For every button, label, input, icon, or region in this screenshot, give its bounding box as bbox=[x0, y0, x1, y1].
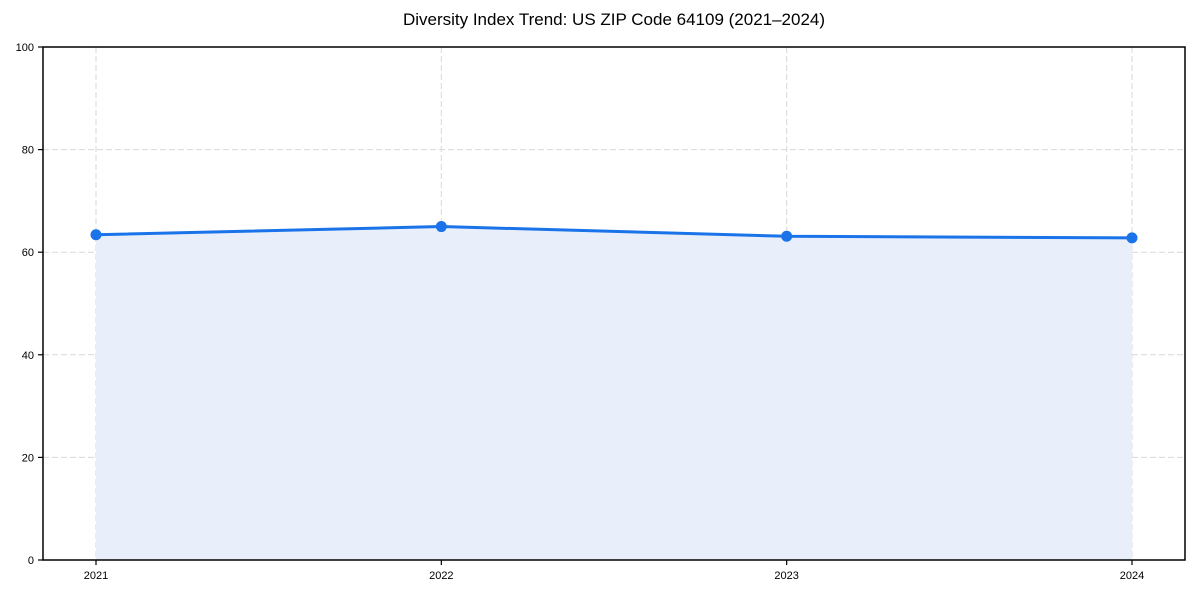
x-tick-label: 2022 bbox=[429, 570, 453, 582]
chart-title: Diversity Index Trend: US ZIP Code 64109… bbox=[402, 10, 826, 29]
plot-frame bbox=[42, 46, 1186, 561]
y-tick-label: 80 bbox=[22, 145, 34, 157]
x-tick-label: 2023 bbox=[774, 570, 798, 582]
y-tick-label: 100 bbox=[16, 42, 34, 54]
area-fill bbox=[96, 226, 1132, 561]
x-tick-label: 2021 bbox=[84, 570, 108, 582]
data-point-2023 bbox=[781, 230, 793, 242]
y-tick-label: 40 bbox=[22, 350, 34, 362]
data-point-2022 bbox=[435, 221, 447, 233]
x-tick-label: 2024 bbox=[1120, 570, 1144, 582]
y-tick-label: 20 bbox=[22, 452, 34, 464]
data-point-2021 bbox=[90, 229, 102, 241]
y-tick-label: 60 bbox=[22, 247, 34, 259]
data-point-2024 bbox=[1126, 232, 1138, 244]
y-tick-label: 0 bbox=[28, 555, 34, 567]
trend-line bbox=[94, 225, 1134, 240]
